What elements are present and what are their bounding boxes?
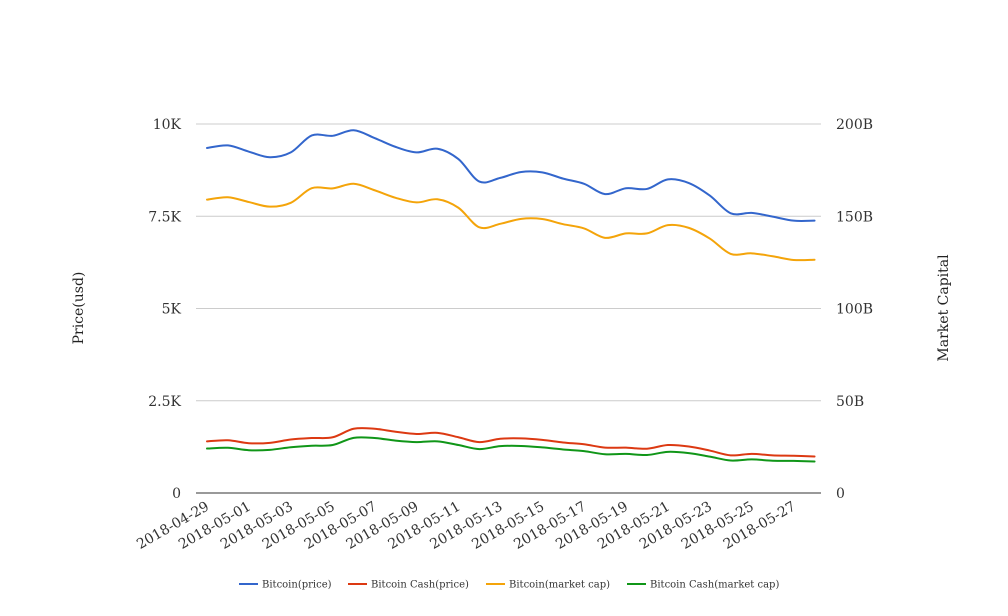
y-right-tick-label: 50B [836, 394, 864, 410]
series-lines [206, 129, 816, 463]
y-left-tick-label: 10K [153, 117, 182, 133]
y-left-tick-label: 7.5K [148, 209, 181, 225]
y-right-tick-label: 150B [836, 209, 873, 225]
legend-label: Bitcoin(market cap) [509, 580, 610, 591]
y-axis-right-title: Market Capital [936, 254, 952, 362]
gridlines [196, 123, 821, 402]
legend-label: Bitcoin Cash(price) [371, 580, 469, 591]
y-left-tick-label: 5K [162, 302, 182, 318]
y-axis-left-title: Price(usd) [71, 272, 87, 345]
series-line-bitcoin-cash-market-cap [206, 436, 816, 463]
y-right-tick-label: 0 [836, 486, 845, 502]
legend-label: Bitcoin Cash(market cap) [650, 580, 779, 591]
series-line-bitcoin-market-cap [206, 182, 816, 262]
series-line-bitcoin-cash-price [206, 427, 816, 458]
legend: Bitcoin(price) Bitcoin Cash(price) Bitcoin… [239, 580, 779, 591]
y-left-tick-label: 2.5K [148, 394, 181, 410]
y-left-tick-label: 0 [172, 486, 181, 502]
y-right-tick-label: 100B [836, 302, 873, 318]
legend-label: Bitcoin(price) [262, 580, 332, 591]
series-line-bitcoin-price [206, 129, 816, 222]
y-right-tick-label: 200B [836, 117, 873, 133]
